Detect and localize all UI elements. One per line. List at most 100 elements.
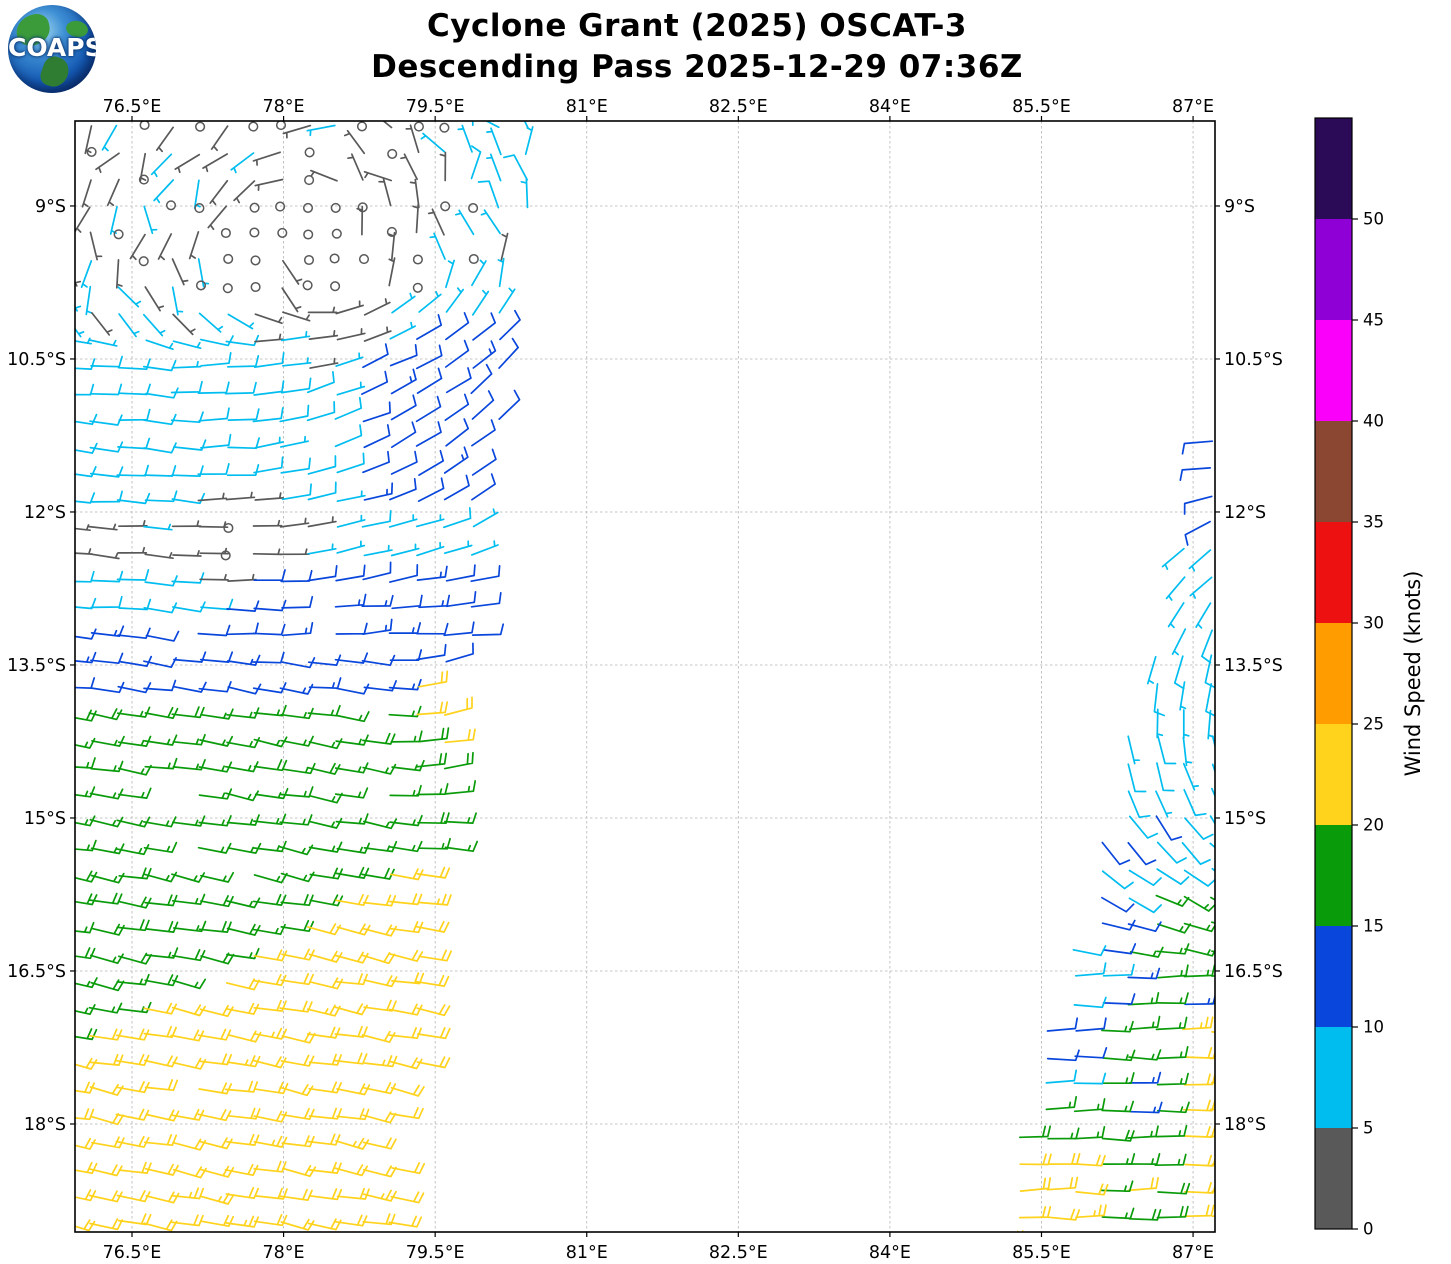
- wind-barb: [282, 357, 312, 367]
- wind-barb: [279, 435, 310, 448]
- wind-barb: [280, 973, 314, 986]
- wind-barb: [144, 1079, 179, 1092]
- wind-barb: [81, 179, 92, 208]
- colorbar-axis-label: Wind Speed (knots): [1401, 571, 1425, 777]
- wind-barb: [75, 870, 98, 883]
- wind-barb: [1101, 1020, 1134, 1033]
- wind-barb: [1171, 628, 1187, 656]
- wind-barb: [1155, 790, 1173, 818]
- wind-barb: [1046, 1017, 1079, 1032]
- wind-barb: [75, 947, 96, 960]
- x-tick-label-bottom: 84°E: [869, 1243, 911, 1263]
- x-tick-label-bottom: 79.5°E: [406, 1243, 465, 1263]
- calm-wind-circle: [304, 175, 315, 186]
- calm-wind-circle: [194, 203, 205, 214]
- wind-barb: [391, 292, 416, 314]
- wind-barb: [444, 780, 477, 795]
- wind-barb: [391, 594, 423, 610]
- wind-barb: [197, 463, 230, 476]
- wind-barb: [415, 974, 450, 987]
- wind-barb: [1183, 895, 1215, 912]
- wind-barb: [363, 170, 393, 182]
- wind-barb: [174, 153, 201, 174]
- wind-barb: [388, 1057, 423, 1070]
- wind-barb: [307, 516, 337, 528]
- wind-barb: [225, 1002, 260, 1015]
- wind-barb: [362, 450, 390, 474]
- wind-barb: [90, 1053, 124, 1066]
- wind-barb: [362, 763, 397, 775]
- wind-barb: [75, 1081, 95, 1094]
- wind-barb: [118, 520, 148, 528]
- wind-barb: [418, 893, 452, 906]
- wind-barb: [390, 543, 420, 557]
- wind-barb: [333, 1003, 368, 1016]
- wind-barb: [418, 291, 442, 313]
- wind-barb: [75, 1219, 96, 1232]
- wind-barb: [1167, 602, 1185, 629]
- wind-barb: [336, 328, 366, 341]
- wind-barb: [306, 1004, 341, 1017]
- wind-barb: [207, 205, 228, 231]
- calm-wind-circle: [331, 228, 342, 239]
- coaps-logo: COAPS: [8, 5, 96, 93]
- wind-barb: [388, 705, 422, 718]
- wind-barb: [227, 573, 257, 582]
- wind-barb: [1156, 1205, 1189, 1219]
- wind-barb: [356, 205, 364, 236]
- wind-barb: [75, 570, 95, 583]
- wind-barb: [1183, 495, 1213, 515]
- wind-barb: [75, 757, 96, 769]
- wind-barb: [1211, 1190, 1215, 1193]
- wind-barb: [1210, 1234, 1240, 1246]
- calm-wind-circle: [220, 550, 231, 561]
- wind-barb: [498, 389, 521, 420]
- x-tick-label-bottom: 76.5°E: [103, 1243, 162, 1263]
- wind-barb: [225, 334, 260, 347]
- colorbar-segment: [1315, 825, 1352, 926]
- wind-barb: [280, 871, 315, 883]
- wind-barb: [1182, 1126, 1215, 1138]
- wind-barb: [117, 1213, 152, 1226]
- wind-barb: [1204, 654, 1215, 689]
- wind-barb: [1161, 547, 1185, 570]
- wind-barb: [1129, 1101, 1163, 1114]
- wind-barb: [143, 442, 177, 454]
- y-tick-label-left: 15°S: [24, 809, 66, 829]
- wind-barb: [252, 1056, 287, 1069]
- wind-barb: [335, 1137, 370, 1150]
- wind-barb: [1127, 841, 1157, 866]
- wind-barb: [1075, 1017, 1107, 1032]
- wind-barb: [361, 1030, 396, 1043]
- wind-barb: [363, 482, 394, 501]
- wind-barb: [280, 735, 314, 747]
- wind-barb: [388, 622, 422, 634]
- wind-barb: [143, 465, 177, 477]
- tick-marks: [70, 116, 1220, 1237]
- calm-wind-circle: [387, 148, 398, 159]
- wind-barb: [198, 815, 232, 827]
- x-tick-label-top: 78°E: [263, 97, 305, 117]
- wind-barb: [1073, 1098, 1106, 1113]
- x-tick-label-top: 82.5°E: [709, 97, 768, 117]
- wind-barb: [75, 1108, 95, 1121]
- wind-barb: [334, 1052, 368, 1065]
- wind-barb: [1019, 1153, 1052, 1166]
- wind-barb: [1045, 1095, 1078, 1111]
- wind-barb: [280, 1218, 315, 1231]
- calm-wind-circle: [222, 283, 233, 294]
- wind-barb: [253, 1135, 288, 1148]
- wind-barb: [1201, 629, 1213, 664]
- wind-barb: [1157, 964, 1189, 979]
- wind-barb: [1018, 1125, 1052, 1139]
- wind-barb: [117, 682, 152, 694]
- wind-barb: [172, 759, 206, 771]
- wind-barb: [116, 706, 151, 718]
- wind-barb: [1101, 1100, 1135, 1113]
- wind-barb: [445, 259, 455, 289]
- wind-barb: [75, 492, 96, 504]
- wind-barb: [252, 548, 283, 556]
- wind-barb: [1016, 1230, 1024, 1232]
- wind-barb: [1155, 1124, 1188, 1138]
- wind-barb: [1018, 1206, 1052, 1219]
